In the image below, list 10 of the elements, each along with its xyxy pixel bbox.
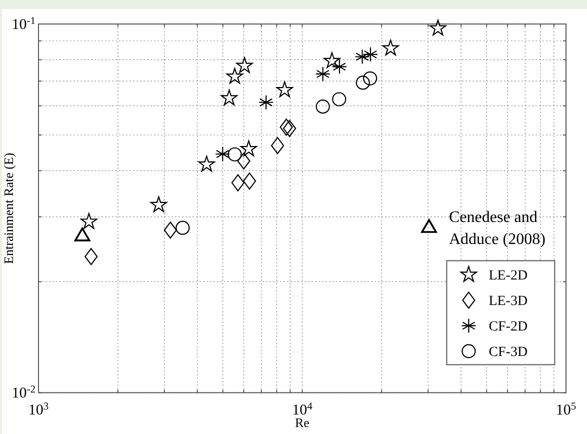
y-axis-title: Entrainment Rate (E) <box>1 152 16 264</box>
legend-label: CF-2D <box>488 320 528 335</box>
y-tick-label: 10$^{-2}$ <box>12 384 36 402</box>
x-tick-label: 10$^{3}$ <box>28 401 49 419</box>
legend-label: LE-3D <box>488 294 528 310</box>
x-tick-label: 10$^{5}$ <box>556 401 576 419</box>
y-tick-label: 10$^{-1}$ <box>12 16 36 33</box>
legend-label: CF-3D <box>488 345 528 360</box>
legend-label: LE-2D <box>488 268 528 284</box>
legend-label: Cenedese and Adduce (2008) <box>449 209 546 248</box>
